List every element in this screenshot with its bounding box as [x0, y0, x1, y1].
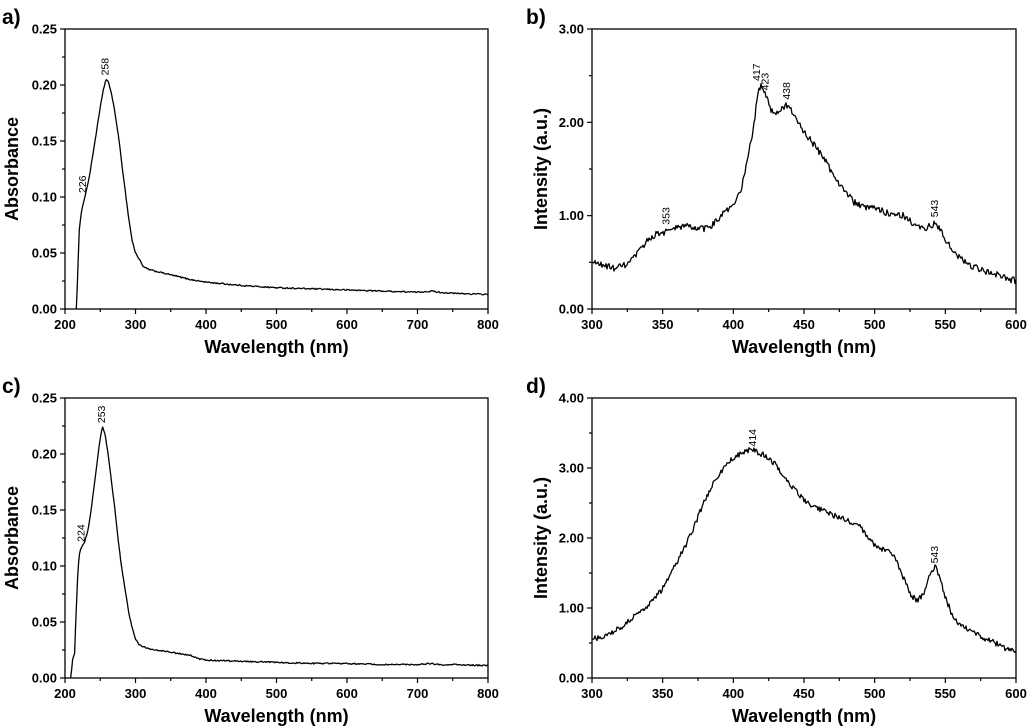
- x-tick-label: 550: [934, 686, 956, 701]
- peak-label: 423: [760, 73, 772, 91]
- x-tick-label: 600: [336, 317, 358, 332]
- plot-frame: [64, 397, 489, 679]
- spectrum-line: [591, 82, 1017, 285]
- x-tick-label: 550: [934, 317, 956, 332]
- peak-label: 543: [929, 200, 941, 218]
- y-tick-label: 0.00: [32, 302, 57, 317]
- x-tick-label: 300: [125, 317, 147, 332]
- x-tick-label: 700: [407, 686, 429, 701]
- x-tick-label: 450: [793, 686, 815, 701]
- x-tick-label: 600: [336, 686, 358, 701]
- y-tick-label: 0.15: [32, 503, 57, 518]
- x-tick-label: 500: [864, 317, 886, 332]
- peak-label: 253: [96, 405, 108, 423]
- x-tick-label: 600: [1005, 686, 1027, 701]
- x-axis-title: Wavelength (nm): [204, 706, 348, 726]
- peak-label: 224: [76, 524, 88, 542]
- y-tick-label: 0.15: [32, 134, 57, 149]
- panel-c: c) 200 300 400 500 600 700 800 0.00 0.05 0.10 0.15 0…: [2, 375, 499, 726]
- plot-frame: [64, 28, 489, 310]
- peak-label: 226: [77, 175, 89, 193]
- x-axis-title: Wavelength (nm): [732, 706, 876, 726]
- y-axis-title: Absorbance: [2, 486, 22, 590]
- x-tick-label: 450: [793, 317, 815, 332]
- panel-b: b) 300 350 400 450 500 550 600 0.00 1.00 2.00 3.00 W…: [526, 6, 1027, 357]
- y-tick-label: 3.00: [559, 461, 584, 476]
- y-tick-label: 0.05: [32, 615, 57, 630]
- x-tick-label: 300: [581, 317, 603, 332]
- x-tick-label: 400: [722, 686, 744, 701]
- y-axis-title: Absorbance: [2, 117, 22, 221]
- y-tick-label: 0.25: [32, 391, 57, 406]
- panel-d: d) 300 350 400 450 500 550 600 0.00 1.00 2.00 3.00 4…: [526, 375, 1027, 726]
- plot-frame: [591, 397, 1017, 679]
- x-tick-label: 400: [195, 686, 217, 701]
- x-tick-label: 800: [477, 686, 499, 701]
- y-tick-label: 0.20: [32, 447, 57, 462]
- y-tick-label: 0.20: [32, 78, 57, 93]
- peak-label: 543: [929, 546, 941, 564]
- y-axis-title: Intensity (a.u.): [531, 477, 551, 599]
- y-tick-label: 3.00: [559, 22, 584, 37]
- peak-label: 258: [100, 58, 112, 76]
- x-tick-label: 800: [477, 317, 499, 332]
- plot-frame: [591, 28, 1017, 310]
- y-tick-label: 0.00: [559, 671, 584, 686]
- x-axis-title: Wavelength (nm): [204, 337, 348, 357]
- y-tick-label: 0.00: [32, 671, 57, 686]
- y-tick-label: 0.10: [32, 559, 57, 574]
- spectrum-line: [75, 79, 489, 310]
- panel-label: a): [2, 6, 21, 29]
- x-tick-label: 400: [722, 317, 744, 332]
- y-tick-label: 0.25: [32, 22, 57, 37]
- x-tick-label: 500: [266, 686, 288, 701]
- x-tick-label: 200: [54, 317, 76, 332]
- peak-label: 414: [747, 429, 759, 447]
- x-tick-label: 200: [54, 686, 76, 701]
- x-tick-label: 350: [652, 317, 674, 332]
- x-tick-label: 700: [407, 317, 429, 332]
- y-tick-label: 4.00: [559, 391, 584, 406]
- x-tick-label: 300: [581, 686, 603, 701]
- y-axis-title: Intensity (a.u.): [531, 108, 551, 230]
- panel-label: b): [526, 6, 546, 29]
- y-tick-label: 2.00: [559, 531, 584, 546]
- x-tick-label: 500: [266, 317, 288, 332]
- peak-label: 353: [661, 207, 673, 225]
- panel-label: d): [526, 375, 546, 398]
- y-tick-label: 1.00: [559, 601, 584, 616]
- peak-label: 417: [751, 63, 763, 81]
- peak-label: 438: [781, 82, 793, 100]
- x-tick-label: 300: [125, 686, 147, 701]
- x-axis-title: Wavelength (nm): [732, 337, 876, 357]
- x-tick-label: 400: [195, 317, 217, 332]
- y-tick-label: 0.00: [559, 302, 584, 317]
- spectrum-line: [69, 426, 489, 679]
- x-tick-label: 500: [864, 686, 886, 701]
- panel-a: a) 200 300 400 500 600 700 800 0.00 0.05 0.10 0.15 0…: [2, 6, 499, 357]
- y-tick-label: 1.00: [559, 208, 584, 223]
- x-tick-label: 600: [1005, 317, 1027, 332]
- y-tick-label: 0.05: [32, 246, 57, 261]
- y-tick-label: 0.10: [32, 190, 57, 205]
- spectrum-line: [591, 447, 1017, 653]
- y-tick-label: 2.00: [559, 115, 584, 130]
- panel-label: c): [2, 375, 21, 398]
- x-tick-label: 350: [652, 686, 674, 701]
